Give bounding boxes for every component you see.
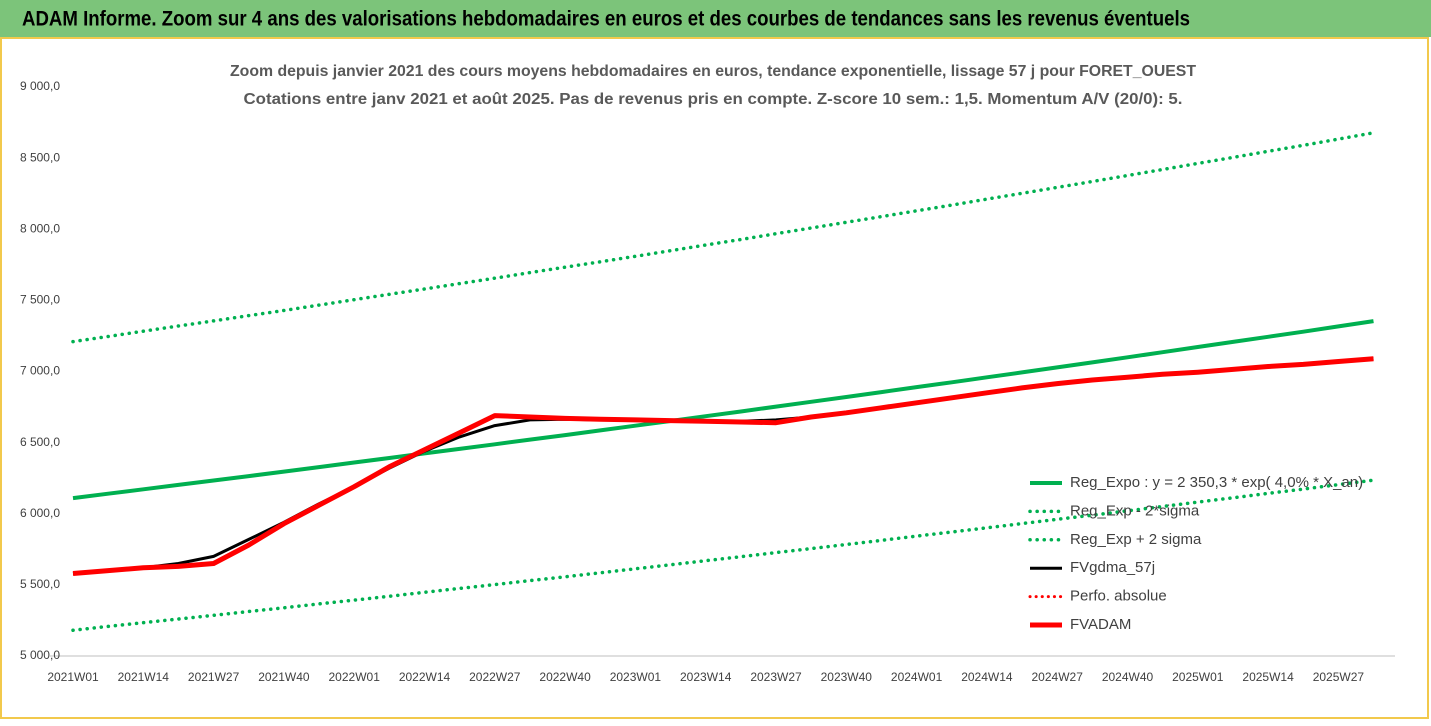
x-tick-label: 2022W27 (469, 670, 521, 684)
frame (0, 37, 1429, 719)
x-tick-label: 2021W40 (258, 670, 310, 684)
x-tick-label: 2021W01 (47, 670, 99, 684)
y-tick-label: 5 000,0 (20, 648, 60, 662)
y-tick-label: 8 500,0 (20, 150, 60, 164)
y-tick-label: 8 000,0 (20, 221, 60, 235)
y-tick-label: 6 000,0 (20, 506, 60, 520)
legend-label: Reg_Expo : y = 2 350,3 * exp( 4,0% * X_a… (1070, 474, 1363, 491)
x-tick-label: 2021W14 (118, 670, 170, 684)
x-tick-label: 2024W40 (1102, 670, 1154, 684)
y-tick-label: 6 500,0 (20, 435, 60, 449)
x-tick-label: 2023W40 (821, 670, 873, 684)
x-tick-label: 2024W27 (1032, 670, 1084, 684)
x-tick-label: 2024W01 (891, 670, 943, 684)
x-tick-label: 2022W40 (539, 670, 591, 684)
chart-subtitle: Cotations entre janv 2021 et août 2025. … (244, 91, 1183, 108)
legend-label: Reg_Exp + 2 sigma (1070, 531, 1202, 548)
series-line (72, 356, 1374, 576)
y-tick-label: 9 000,0 (20, 79, 60, 93)
series-line (71, 131, 1376, 344)
legend-label: Perfo. absolue (1070, 588, 1167, 605)
y-tick-label: 7 500,0 (20, 293, 60, 307)
x-tick-label: 2023W14 (680, 670, 732, 684)
x-tick-label: 2022W01 (329, 670, 381, 684)
chart-title: Zoom depuis janvier 2021 des cours moyen… (230, 63, 1196, 80)
legend-label: FVADAM (1070, 616, 1131, 633)
x-tick-label: 2024W14 (961, 670, 1013, 684)
legend-label: Reg_Exp - 2*sigma (1070, 502, 1200, 519)
x-tick-label: 2022W14 (399, 670, 451, 684)
y-tick-label: 5 500,0 (20, 577, 60, 591)
x-tick-label: 2025W01 (1172, 670, 1224, 684)
series-line (71, 478, 1376, 633)
series-line (72, 319, 1374, 501)
header-title: ADAM Informe. Zoom sur 4 ans des valoris… (22, 8, 1190, 31)
x-tick-label: 2021W27 (188, 670, 240, 684)
x-tick-label: 2025W14 (1242, 670, 1294, 684)
x-tick-label: 2025W27 (1313, 670, 1365, 684)
x-tick-label: 2023W27 (750, 670, 802, 684)
x-tick-label: 2023W01 (610, 670, 662, 684)
legend-label: FVgdma_57j (1070, 559, 1155, 576)
y-tick-label: 7 000,0 (20, 364, 60, 378)
header-bar (0, 0, 1431, 37)
